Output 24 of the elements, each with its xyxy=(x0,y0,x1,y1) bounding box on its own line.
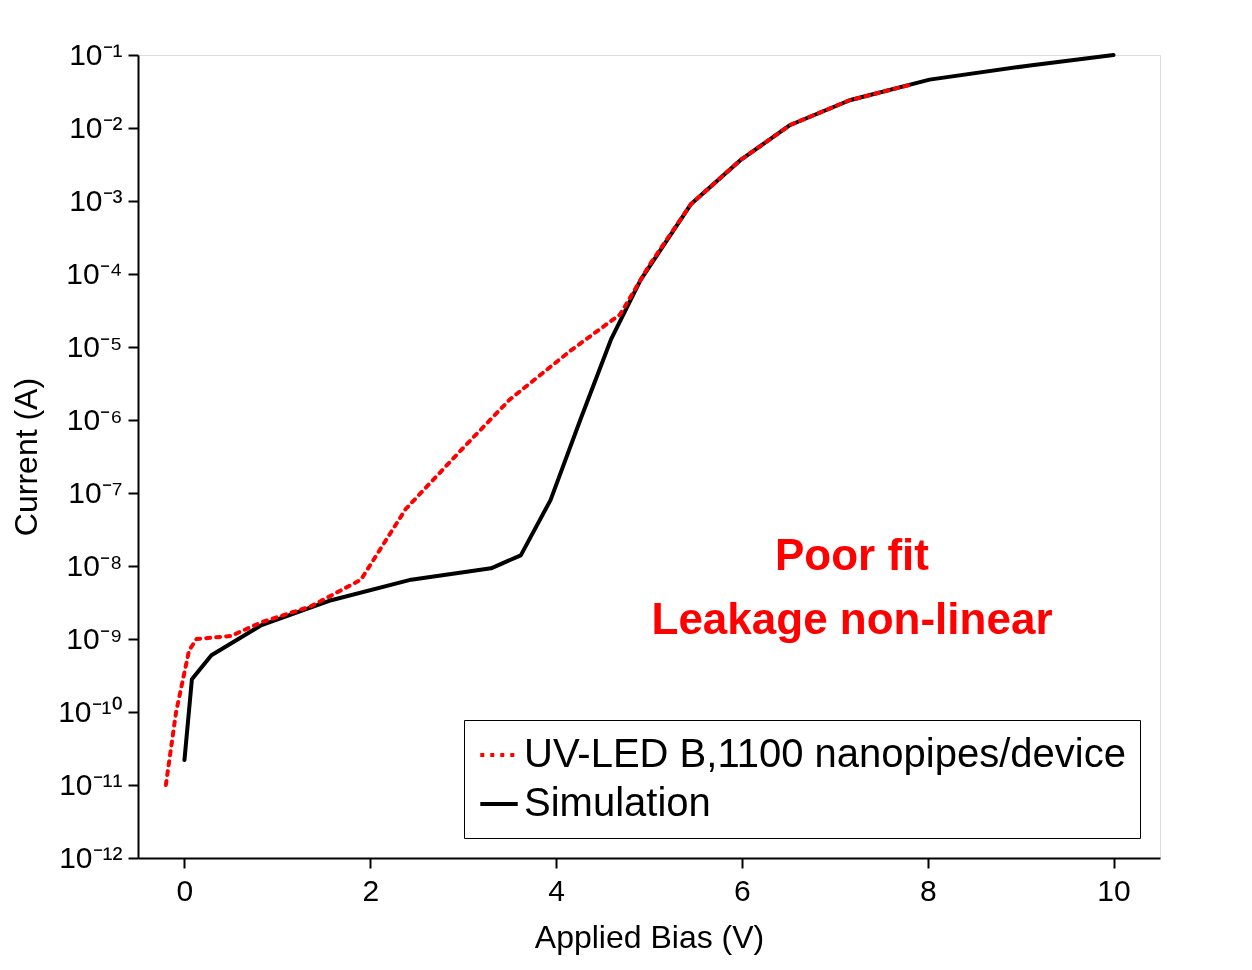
annotation: Poor fit xyxy=(775,530,930,579)
y-tick-label: 10⁻³ xyxy=(69,183,123,217)
y-tick-label: 10⁻⁶ xyxy=(66,402,123,436)
x-tick-label: 0 xyxy=(176,873,194,907)
legend-label: Simulation xyxy=(524,780,711,824)
y-tick-label: 10⁻⁸ xyxy=(66,548,123,582)
y-tick-label: 10⁻¹¹ xyxy=(59,767,123,801)
x-tick-label: 10 xyxy=(1097,873,1131,907)
x-tick-label: 2 xyxy=(362,873,380,907)
y-tick-label: 10⁻⁷ xyxy=(68,475,123,509)
y-axis-title: Current (A) xyxy=(8,377,45,537)
y-tick-label: 10⁻⁹ xyxy=(66,621,123,655)
x-tick-label: 6 xyxy=(734,873,751,907)
y-tick-label: 10⁻¹⁰ xyxy=(58,694,123,728)
x-tick-label: 4 xyxy=(548,873,565,907)
y-tick-label: 10⁻⁴ xyxy=(66,256,123,290)
annotation: Leakage non-linear xyxy=(651,594,1053,643)
x-tick-label: 8 xyxy=(919,873,937,907)
y-tick-label: 10⁻¹² xyxy=(59,840,123,874)
legend-label: UV-LED B,1100 nanopipes/device xyxy=(524,731,1126,775)
y-tick-label: 10⁻¹ xyxy=(69,37,123,71)
x-axis-title: Applied Bias (V) xyxy=(534,918,765,955)
y-tick-label: 10⁻² xyxy=(69,110,123,144)
y-tick-label: 10⁻⁵ xyxy=(66,329,123,363)
